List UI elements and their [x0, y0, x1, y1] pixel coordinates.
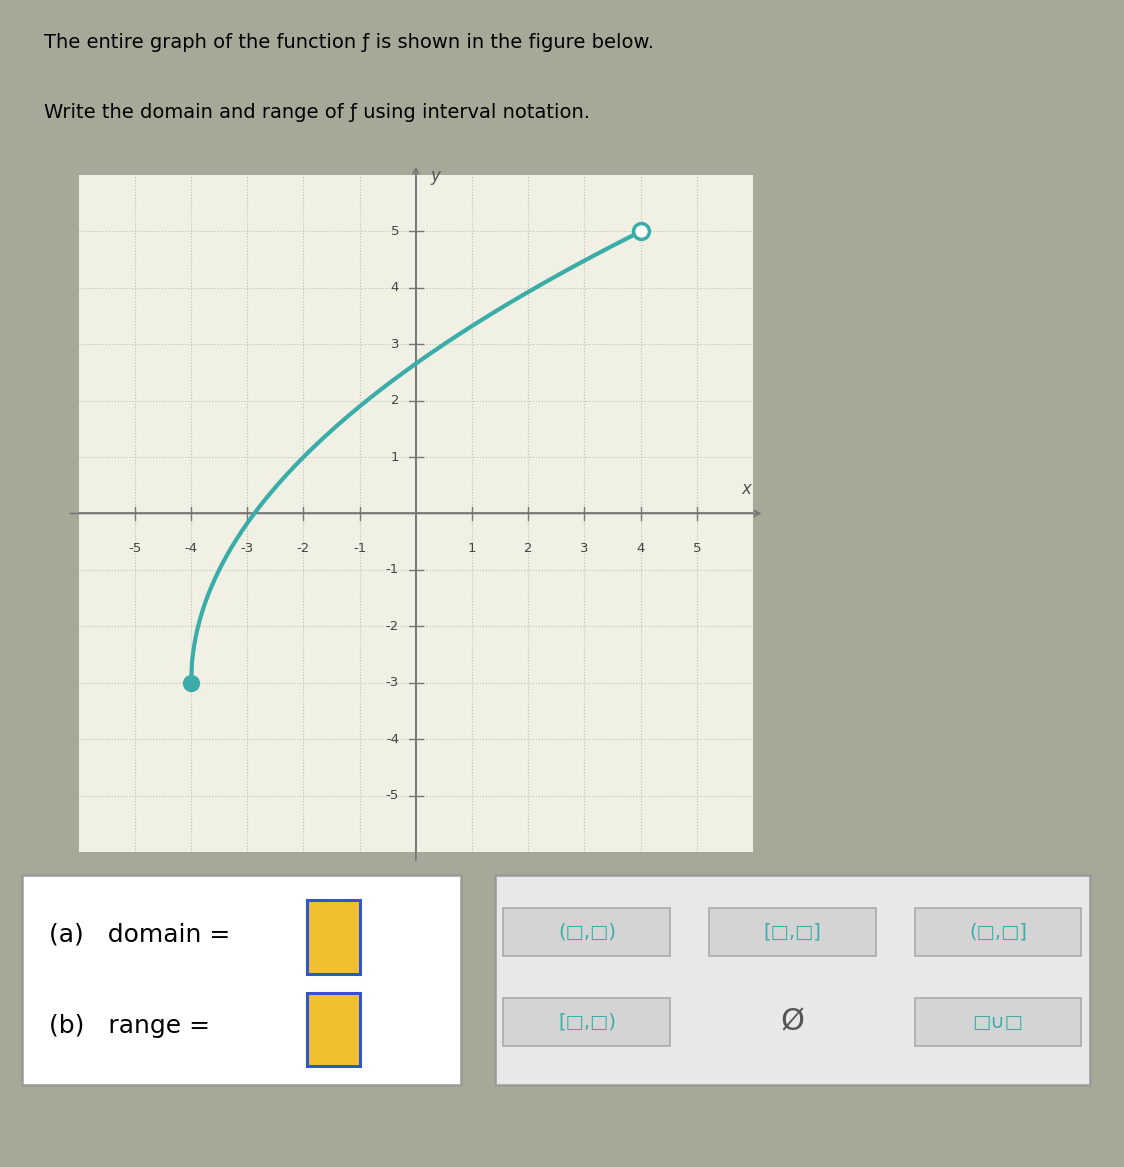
Text: -1: -1 — [353, 541, 366, 554]
Text: 5: 5 — [692, 541, 701, 554]
FancyBboxPatch shape — [504, 908, 670, 956]
Text: -4: -4 — [386, 733, 399, 746]
Text: (a)   domain =: (a) domain = — [48, 922, 230, 946]
FancyBboxPatch shape — [709, 908, 876, 956]
Text: 3: 3 — [390, 337, 399, 351]
FancyBboxPatch shape — [504, 998, 670, 1047]
Text: 5: 5 — [390, 225, 399, 238]
FancyBboxPatch shape — [308, 901, 360, 974]
Text: The entire graph of the function ƒ is shown in the figure below.: The entire graph of the function ƒ is sh… — [44, 33, 654, 51]
Text: -2: -2 — [386, 620, 399, 633]
FancyBboxPatch shape — [308, 993, 360, 1067]
FancyBboxPatch shape — [495, 875, 1090, 1085]
FancyBboxPatch shape — [22, 875, 461, 1085]
Point — [632, 222, 650, 240]
Text: 4: 4 — [636, 541, 645, 554]
Text: (b)   range =: (b) range = — [48, 1014, 210, 1039]
Text: Write the domain and range of ƒ using interval notation.: Write the domain and range of ƒ using in… — [44, 103, 590, 121]
Text: 1: 1 — [468, 541, 477, 554]
Text: (□,□]: (□,□] — [969, 922, 1027, 942]
Text: -5: -5 — [386, 789, 399, 802]
Text: [□,□]: [□,□] — [763, 922, 822, 942]
Text: -3: -3 — [386, 676, 399, 690]
Text: Ø: Ø — [780, 1008, 805, 1036]
Text: 2: 2 — [524, 541, 533, 554]
Point — [182, 673, 200, 692]
Text: -1: -1 — [386, 564, 399, 576]
Text: -3: -3 — [241, 541, 254, 554]
Text: 1: 1 — [390, 450, 399, 463]
FancyBboxPatch shape — [915, 998, 1081, 1047]
Text: 2: 2 — [390, 394, 399, 407]
Text: -2: -2 — [297, 541, 310, 554]
Text: -5: -5 — [128, 541, 142, 554]
Text: 3: 3 — [580, 541, 589, 554]
Text: 4: 4 — [391, 281, 399, 294]
Text: □∪□: □∪□ — [972, 1013, 1024, 1032]
Text: [□,□): [□,□) — [558, 1013, 616, 1032]
Text: y: y — [429, 167, 439, 184]
Text: -4: -4 — [184, 541, 198, 554]
Text: x: x — [742, 480, 752, 498]
Text: (□,□): (□,□) — [558, 922, 616, 942]
FancyBboxPatch shape — [915, 908, 1081, 956]
